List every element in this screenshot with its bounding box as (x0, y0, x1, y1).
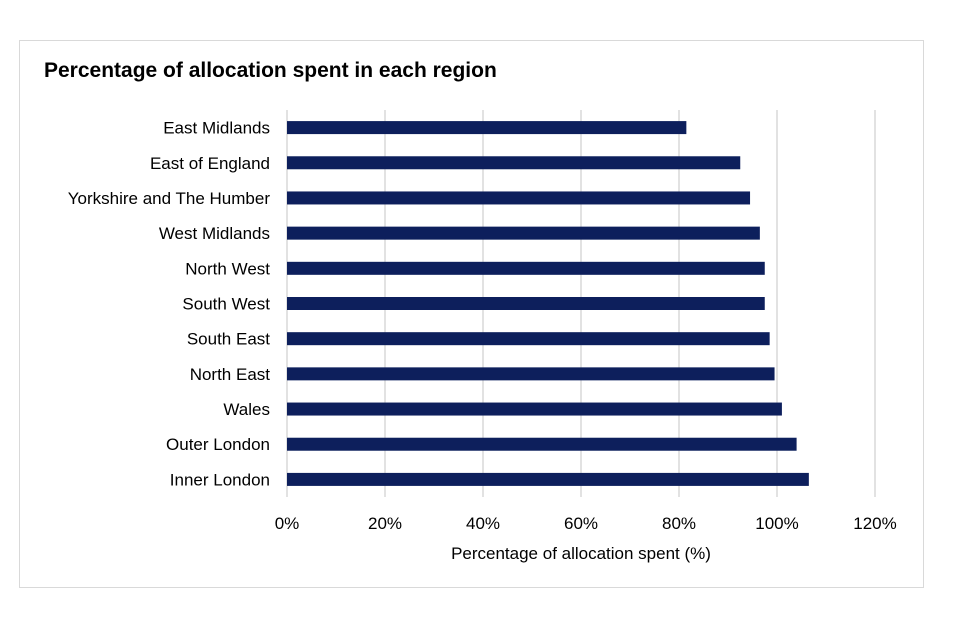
bar (287, 121, 687, 135)
category-label: West Midlands (159, 224, 270, 243)
category-label: East of England (150, 154, 270, 173)
category-label: East Midlands (163, 119, 270, 138)
category-label: Inner London (170, 470, 270, 489)
x-tick-label: 120% (853, 514, 896, 533)
category-label: Wales (223, 400, 270, 419)
x-axis-label: Percentage of allocation spent (%) (451, 544, 711, 563)
bar (287, 191, 751, 205)
category-label: Outer London (166, 435, 270, 454)
bar (287, 156, 741, 170)
bar (287, 332, 770, 346)
x-tick-label: 60% (564, 514, 598, 533)
category-label: South West (182, 295, 270, 314)
x-tick-label: 80% (662, 514, 696, 533)
bar (287, 367, 775, 381)
x-tick-labels: 0% 20% 40% 60% 80% 100% 120% (275, 514, 897, 533)
x-tick-label: 0% (275, 514, 300, 533)
bar (287, 402, 782, 416)
category-labels: East Midlands East of England Yorkshire an… (68, 119, 271, 490)
bar (287, 437, 797, 451)
x-tick-label: 100% (755, 514, 798, 533)
category-label: Yorkshire and The Humber (68, 189, 271, 208)
chart-title: Percentage of allocation spent in each r… (44, 59, 497, 82)
x-tick-label: 40% (466, 514, 500, 533)
bar (287, 226, 760, 240)
bar (287, 261, 765, 275)
x-tick-label: 20% (368, 514, 402, 533)
category-label: North West (185, 259, 270, 278)
bar (287, 297, 765, 310)
category-label: North East (190, 365, 271, 384)
bar (287, 472, 809, 486)
category-label: South East (187, 330, 270, 349)
bars (287, 121, 809, 486)
